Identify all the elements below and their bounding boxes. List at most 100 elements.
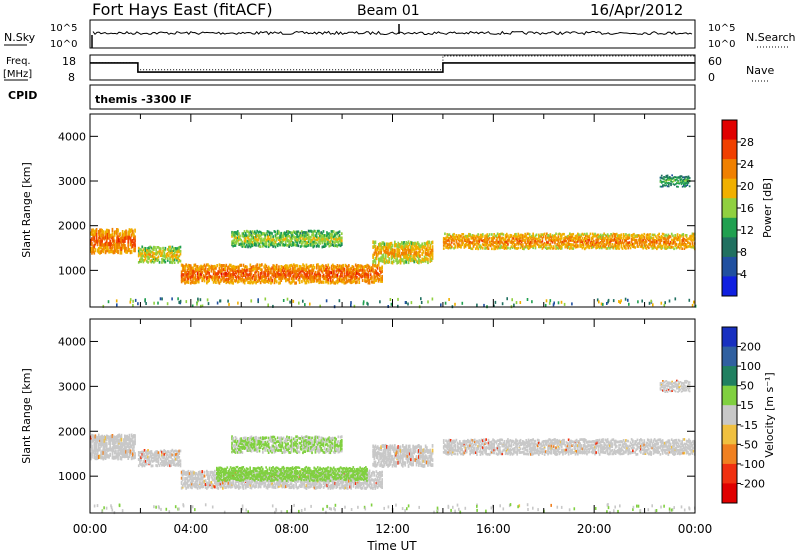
heat-cell	[449, 243, 452, 247]
heat-cell	[375, 247, 378, 251]
heat-cell	[470, 247, 473, 250]
heat-cell	[674, 176, 677, 179]
heat-cell	[247, 241, 249, 244]
heat-cell	[144, 249, 147, 253]
heat-cell	[181, 263, 184, 268]
heat-cell	[412, 247, 414, 251]
heat-cell	[570, 246, 572, 249]
heat-cell	[331, 230, 334, 233]
heat-cell	[230, 279, 232, 284]
heat-cell	[446, 239, 449, 242]
heat-cell	[206, 281, 208, 285]
heat-cell	[378, 259, 380, 264]
heat-cell	[109, 244, 111, 249]
heat-cell	[264, 237, 266, 240]
heat-cell	[542, 235, 545, 239]
heat-cell	[687, 181, 690, 184]
heat-cell	[171, 261, 174, 265]
heat-cell	[257, 233, 260, 237]
heat-cell	[251, 243, 254, 247]
heat-cell	[658, 245, 660, 248]
colorbar-tick-label: 12	[740, 224, 754, 237]
heat-cell	[124, 248, 126, 253]
heat-cell	[319, 232, 321, 235]
heat-cell	[650, 236, 652, 239]
heat-cell	[326, 274, 328, 278]
heat-cell	[692, 238, 695, 242]
heat-cell	[196, 302, 198, 306]
heat-cell	[670, 245, 673, 249]
heat-cell	[380, 270, 382, 274]
heat-cell	[113, 439, 116, 444]
heat-cell	[265, 245, 268, 248]
heat-cell	[282, 238, 285, 241]
heat-cell	[247, 482, 249, 486]
heat-cell	[100, 443, 102, 448]
heat-cell	[374, 271, 377, 275]
heat-cell	[377, 263, 380, 267]
heat-cell	[180, 470, 183, 474]
heat-cell	[562, 240, 564, 244]
heat-cell	[651, 233, 654, 237]
heat-cell	[340, 471, 342, 474]
heat-cell	[206, 486, 208, 490]
heat-cell	[679, 175, 682, 178]
heat-cell	[307, 238, 310, 241]
heat-cell	[247, 274, 249, 278]
heat-cell	[281, 243, 284, 247]
heat-cell	[115, 449, 117, 454]
heat-cell	[682, 233, 685, 236]
heat-cell	[232, 479, 234, 483]
heat-cell	[257, 237, 260, 240]
heat-cell	[311, 476, 314, 480]
heat-cell	[157, 454, 160, 458]
heat-cell	[559, 237, 562, 241]
heat-cell	[278, 281, 280, 285]
heat-cell	[104, 436, 107, 441]
heat-cell	[193, 482, 196, 486]
heat-cell	[178, 300, 180, 304]
heat-cell	[242, 278, 245, 282]
heat-cell	[348, 479, 350, 483]
heat-cell	[495, 239, 498, 242]
colorbar-swatch	[722, 217, 737, 238]
heat-cell	[143, 461, 146, 464]
nsky-label: N.Sky	[4, 31, 36, 44]
heat-cell	[510, 239, 513, 243]
heat-cell	[226, 483, 229, 487]
heat-cell	[497, 235, 500, 239]
heat-cell	[103, 434, 106, 439]
heat-cell	[411, 244, 413, 249]
heat-cell	[233, 278, 236, 282]
heat-cell	[244, 245, 247, 249]
heat-cell	[613, 237, 616, 241]
heat-cell	[271, 241, 273, 244]
heat-cell	[251, 471, 254, 474]
heat-cell	[305, 243, 308, 246]
heat-cell	[416, 260, 419, 264]
heat-cell	[514, 234, 516, 238]
heat-cell	[199, 265, 201, 269]
heat-cell	[288, 271, 291, 275]
heat-cell	[231, 268, 233, 272]
heat-cell	[282, 484, 285, 488]
heat-cell	[286, 484, 288, 488]
heat-cell	[257, 298, 259, 302]
heat-cell	[194, 278, 197, 282]
heat-cell	[280, 237, 282, 241]
heat-cell	[142, 453, 145, 457]
heat-cell	[578, 236, 580, 239]
heat-cell	[173, 463, 176, 467]
heat-cell	[99, 250, 101, 255]
heat-cell	[93, 442, 96, 447]
heat-cell	[335, 482, 338, 486]
heat-cell	[137, 252, 140, 256]
heat-cell	[265, 485, 268, 489]
heat-cell	[299, 270, 302, 274]
heat-cell	[637, 238, 640, 242]
heat-cell	[424, 242, 427, 246]
heat-cell	[217, 477, 220, 481]
heat-cell	[295, 269, 297, 273]
heat-cell	[682, 236, 685, 240]
heat-cell	[687, 175, 690, 178]
